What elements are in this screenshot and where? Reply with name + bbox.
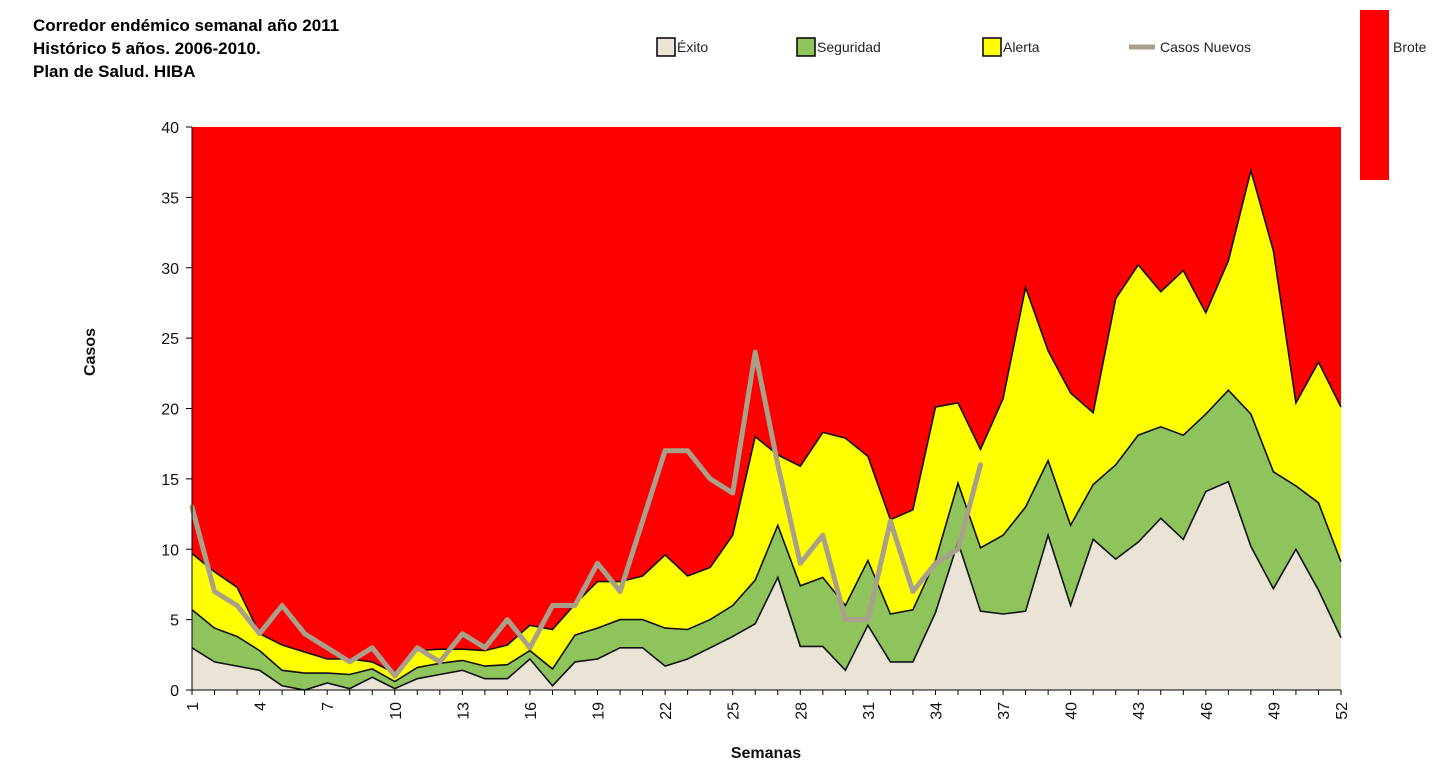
- boundary-alerta: [191, 167, 1342, 675]
- x-tick-label: 34: [928, 702, 945, 720]
- x-tick-label: 40: [1064, 702, 1081, 720]
- y-tick-label: 15: [161, 472, 179, 489]
- x-tick-label: 43: [1131, 702, 1148, 720]
- x-axis-title: Semanas: [731, 745, 801, 762]
- y-tick-label: 10: [161, 542, 179, 559]
- chart-title-line-1: Corredor endémico semanal año 2011: [33, 16, 340, 35]
- x-tick-label: 49: [1266, 702, 1283, 720]
- x-tick-label: 19: [591, 702, 608, 720]
- x-tick-label: 10: [388, 702, 405, 720]
- y-tick-label: 5: [170, 613, 179, 630]
- x-tick-label: 52: [1334, 702, 1351, 720]
- x-tick-label: 4: [253, 702, 270, 711]
- area-exito: [192, 481, 1341, 690]
- legend-swatch-exito: [656, 37, 676, 57]
- legend: Éxito Seguridad Alerta Casos Nuevos Brote: [656, 10, 1427, 180]
- legend-label-exito: Éxito: [677, 39, 708, 55]
- legend-label-brote: Brote: [1393, 39, 1427, 55]
- x-tick-label: 13: [455, 702, 472, 720]
- legend-swatch-alerta: [982, 37, 1002, 57]
- y-tick-label: 35: [161, 190, 179, 207]
- x-tick-label: 37: [996, 702, 1013, 720]
- plot-line: [189, 349, 983, 679]
- chart-title-line-2: Histórico 5 años. 2006-2010.: [33, 39, 261, 58]
- y-tick-label: 40: [161, 120, 179, 137]
- x-tick-label: 46: [1199, 702, 1216, 720]
- legend-label-seguridad: Seguridad: [817, 39, 881, 55]
- x-tick-label: 28: [793, 702, 810, 720]
- y-tick-label: 30: [161, 261, 179, 278]
- y-tick-label: 0: [170, 683, 179, 700]
- legend-swatch-seguridad: [796, 37, 816, 57]
- boundary-seguridad: [191, 389, 1342, 683]
- legend-swatch-brote: [1360, 10, 1389, 180]
- y-tick-label: 20: [161, 402, 179, 419]
- boundary-exito: [191, 480, 1342, 691]
- y-axis-title: Casos: [82, 328, 99, 376]
- y-tick-label: 25: [161, 331, 179, 348]
- line-casos-nuevos: [189, 349, 983, 679]
- x-tick-label: 22: [658, 702, 675, 720]
- x-tick-label: 1: [185, 702, 202, 711]
- x-tick-label: 25: [726, 702, 743, 720]
- x-tick-label: 7: [320, 702, 337, 711]
- legend-label-casos-nuevos: Casos Nuevos: [1160, 39, 1251, 55]
- axes: 0 5 10 15 20 25 30 35 40 1 4 7 10 13 16 19 22 25 28 31 34 37 4…: [161, 120, 1351, 720]
- x-tick-label: 16: [523, 702, 540, 720]
- chart-title: Corredor endémico semanal año 2011 Histó…: [33, 14, 339, 83]
- chart-title-line-3: Plan de Salud. HIBA: [33, 62, 196, 81]
- legend-label-alerta: Alerta: [1003, 39, 1040, 55]
- x-tick-label: 31: [861, 702, 878, 720]
